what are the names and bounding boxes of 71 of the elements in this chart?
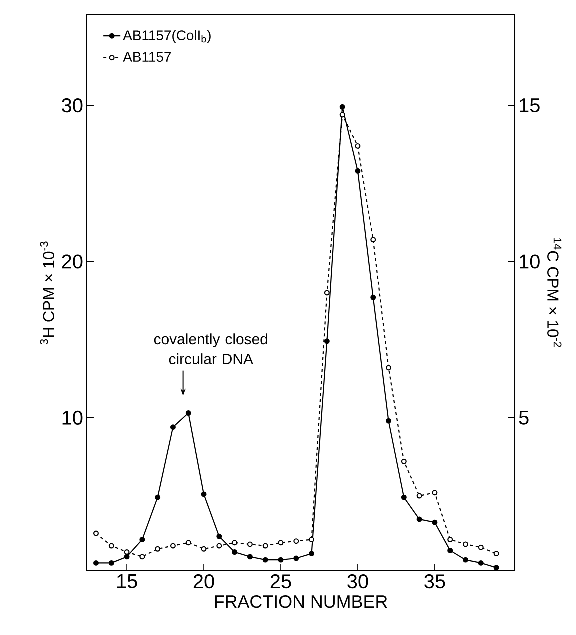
y2-tick-label: 15	[520, 98, 540, 113]
point	[463, 542, 468, 548]
point	[370, 294, 376, 300]
legend-label: AB1157(ColI$_{b}$)	[123, 30, 211, 44]
point	[463, 557, 468, 563]
point	[170, 424, 176, 430]
point	[386, 365, 392, 371]
point	[478, 560, 484, 566]
point	[262, 557, 268, 563]
x-tick-label: 35	[424, 574, 446, 589]
x-axis-title: FRACTION NUMBER	[215, 595, 388, 608]
point	[170, 543, 176, 549]
point	[340, 112, 346, 118]
point	[278, 557, 284, 563]
point	[140, 554, 146, 560]
point	[140, 537, 146, 543]
point	[324, 290, 330, 296]
y2-tick-label: 5	[519, 410, 529, 425]
point	[201, 546, 207, 552]
point	[232, 550, 238, 555]
point	[155, 494, 161, 500]
point	[247, 554, 253, 560]
point	[232, 540, 238, 546]
point	[216, 534, 222, 540]
point	[448, 548, 454, 554]
point	[478, 544, 484, 550]
point	[186, 540, 192, 546]
y-tick-label: 10	[62, 410, 83, 425]
point	[494, 565, 500, 571]
y2-tick-label: 10	[520, 254, 540, 269]
point	[216, 543, 222, 549]
x-tick-label: 20	[194, 574, 214, 589]
point	[355, 143, 361, 149]
x-tick-label: 15	[117, 574, 138, 588]
point	[401, 458, 407, 464]
point	[186, 410, 192, 416]
point	[108, 560, 114, 566]
point	[340, 104, 346, 110]
y-axis-title: $^{3}$H CPM × 10$^{-3}$	[40, 242, 54, 345]
point	[416, 493, 422, 499]
point	[124, 550, 130, 555]
point	[294, 556, 300, 562]
y-tick-label: 30	[62, 98, 83, 113]
point	[324, 338, 330, 344]
point	[448, 537, 454, 543]
point	[155, 546, 161, 552]
point	[124, 554, 130, 560]
point	[309, 537, 315, 543]
point	[386, 418, 392, 424]
y-tick-label: 20	[62, 254, 83, 269]
point	[108, 543, 114, 549]
point	[93, 530, 99, 536]
y2-axis-title: $^{14}$C CPM × 10$^{-2}$	[548, 238, 562, 348]
x-tick-label: 30	[348, 574, 368, 589]
annotation: covalently closed circular DNA	[154, 334, 268, 365]
point	[494, 551, 500, 557]
legend-label: AB1157	[123, 52, 172, 62]
point	[247, 542, 253, 548]
point	[201, 492, 207, 498]
point	[416, 516, 422, 522]
point	[93, 560, 99, 566]
point	[432, 520, 438, 526]
point	[309, 551, 315, 557]
x-tick-label: 25	[270, 574, 292, 589]
point	[278, 540, 284, 546]
point	[370, 237, 376, 243]
point	[355, 168, 361, 174]
point	[294, 538, 300, 544]
point	[401, 494, 407, 500]
point	[432, 490, 438, 496]
point	[262, 543, 268, 549]
